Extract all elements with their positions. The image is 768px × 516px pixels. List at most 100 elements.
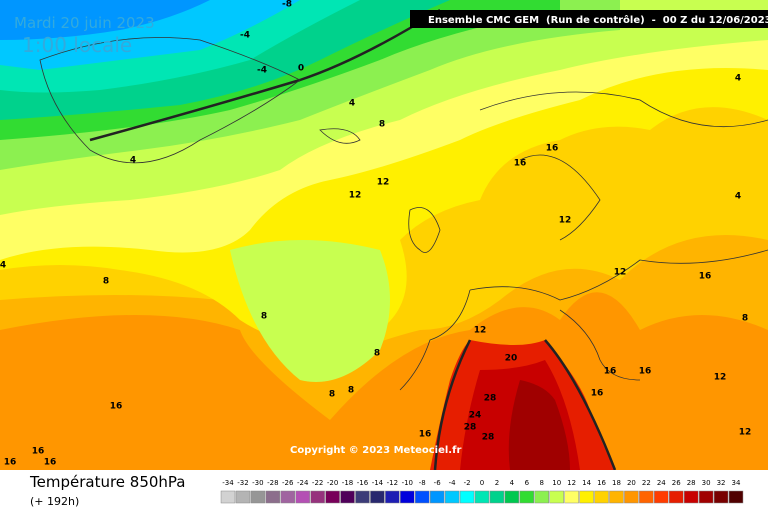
contour-label: 4: [0, 261, 6, 271]
colorbar-label: -14: [372, 479, 384, 487]
colorbar-swatch: [429, 490, 445, 504]
colorbar-swatch: [579, 490, 594, 504]
colorbar: -34 -32 -30 -28 -26 -24 -22 -20 -18 -16 -14 -12 -10-…: [220, 479, 744, 504]
contour-label: -8: [282, 0, 292, 10]
colorbar-label: -34: [222, 479, 234, 487]
contour-label: 4: [735, 74, 741, 84]
contour-label: 16: [514, 159, 527, 169]
colorbar-label: 28: [687, 479, 696, 487]
colorbar-swatch: [355, 490, 370, 504]
contour-label: 8: [329, 390, 335, 400]
colorbar-label: 30: [702, 479, 711, 487]
colorbar-label: 18: [612, 479, 621, 487]
date-label: Mardi 20 juin 2023: [14, 14, 155, 32]
colorbar-swatch: [504, 490, 520, 504]
colorbar-label: 16: [597, 479, 606, 487]
colorbar-label: -10: [402, 479, 413, 487]
contour-label: 20: [505, 354, 518, 364]
contour-label: -4: [240, 31, 250, 41]
colorbar-swatch: [370, 490, 385, 504]
colorbar-swatch: [624, 490, 639, 504]
colorbar-swatch: [415, 490, 430, 504]
contour-label: 8: [348, 386, 354, 396]
colorbar-swatch: [669, 490, 684, 504]
colorbar-label: -8: [419, 479, 426, 487]
contour-label: -4: [257, 66, 267, 76]
temperature-field: [0, 0, 768, 471]
contour-label: 16: [110, 402, 123, 412]
colorbar-swatch: [489, 490, 505, 504]
contour-label: 16: [639, 367, 652, 377]
contour-label: 12: [349, 191, 362, 201]
contour-label: 16: [591, 389, 604, 399]
colorbar-swatch: [534, 490, 549, 504]
colorbar-label: 20: [627, 479, 636, 487]
colorbar-label: 12: [567, 479, 576, 487]
colorbar-label: 4: [510, 479, 515, 487]
contour-label: 28: [482, 433, 495, 443]
contour-label: 0: [298, 64, 304, 74]
colorbar-swatch: [474, 490, 490, 504]
contour-label: 8: [379, 120, 385, 130]
colorbar-label: 24: [657, 479, 666, 487]
colorbar-label: -6: [434, 479, 442, 487]
colorbar-label: -20: [327, 479, 338, 487]
colorbar-swatch: [728, 490, 744, 504]
colorbar-label: 26: [672, 479, 681, 487]
colorbar-swatch: [444, 490, 460, 504]
contour-label: 16: [604, 367, 617, 377]
colorbar-swatch: [400, 490, 415, 504]
field-title: Température 850hPa: [29, 473, 186, 491]
colorbar-swatch: [698, 490, 714, 504]
colorbar-label: 8: [540, 479, 544, 487]
colorbar-label: -28: [267, 479, 278, 487]
colorbar-label: -24: [297, 479, 309, 487]
contour-label: 16: [419, 430, 432, 440]
colorbar-swatch: [713, 490, 729, 504]
colorbar-label: -22: [312, 479, 323, 487]
contour-label: 12: [714, 373, 727, 383]
colorbar-swatch: [340, 490, 355, 504]
colorbar-swatch: [654, 490, 669, 504]
colorbar-swatch: [235, 490, 251, 504]
contour-label: 16: [44, 458, 57, 468]
colorbar-label: 0: [480, 479, 484, 487]
colorbar-label: -26: [282, 479, 294, 487]
colorbar-swatch: [459, 490, 475, 504]
colorbar-swatch: [295, 490, 310, 504]
colorbar-label: 32: [717, 479, 726, 487]
colorbar-swatch: [325, 490, 340, 504]
colorbar-swatch: [310, 490, 325, 504]
colorbar-swatch: [385, 490, 400, 504]
contour-label: 8: [103, 277, 109, 287]
contour-label: 28: [484, 394, 497, 404]
colorbar-label: -2: [464, 479, 471, 487]
colorbar-label: 22: [642, 479, 651, 487]
colorbar-swatch: [594, 490, 609, 504]
contour-label: 4: [130, 156, 136, 166]
model-banner: [410, 10, 768, 28]
contour-label: 8: [742, 314, 748, 324]
colorbar-swatch: [639, 490, 654, 504]
colorbar-swatch: [609, 490, 624, 504]
contour-label: 16: [546, 144, 559, 154]
colorbar-label: 34: [732, 479, 741, 487]
colorbar-label: -4: [449, 479, 457, 487]
contour-label: 8: [374, 349, 380, 359]
colorbar-swatch: [683, 490, 699, 504]
colorbar-swatch: [220, 490, 236, 504]
contour-label: 16: [4, 458, 17, 468]
coastlines: [39, 37, 768, 391]
contour-label: 16: [699, 272, 712, 282]
contour-label: 8: [261, 312, 267, 322]
contour-label: 12: [614, 268, 627, 278]
colorbar-swatch: [250, 490, 266, 504]
colorbar-label: -30: [252, 479, 263, 487]
contour-label: 16: [32, 447, 45, 457]
colorbar-label: -12: [387, 479, 398, 487]
contour-label: 12: [377, 178, 390, 188]
colorbar-swatch: [265, 490, 281, 504]
contour-label: 28: [464, 423, 477, 433]
